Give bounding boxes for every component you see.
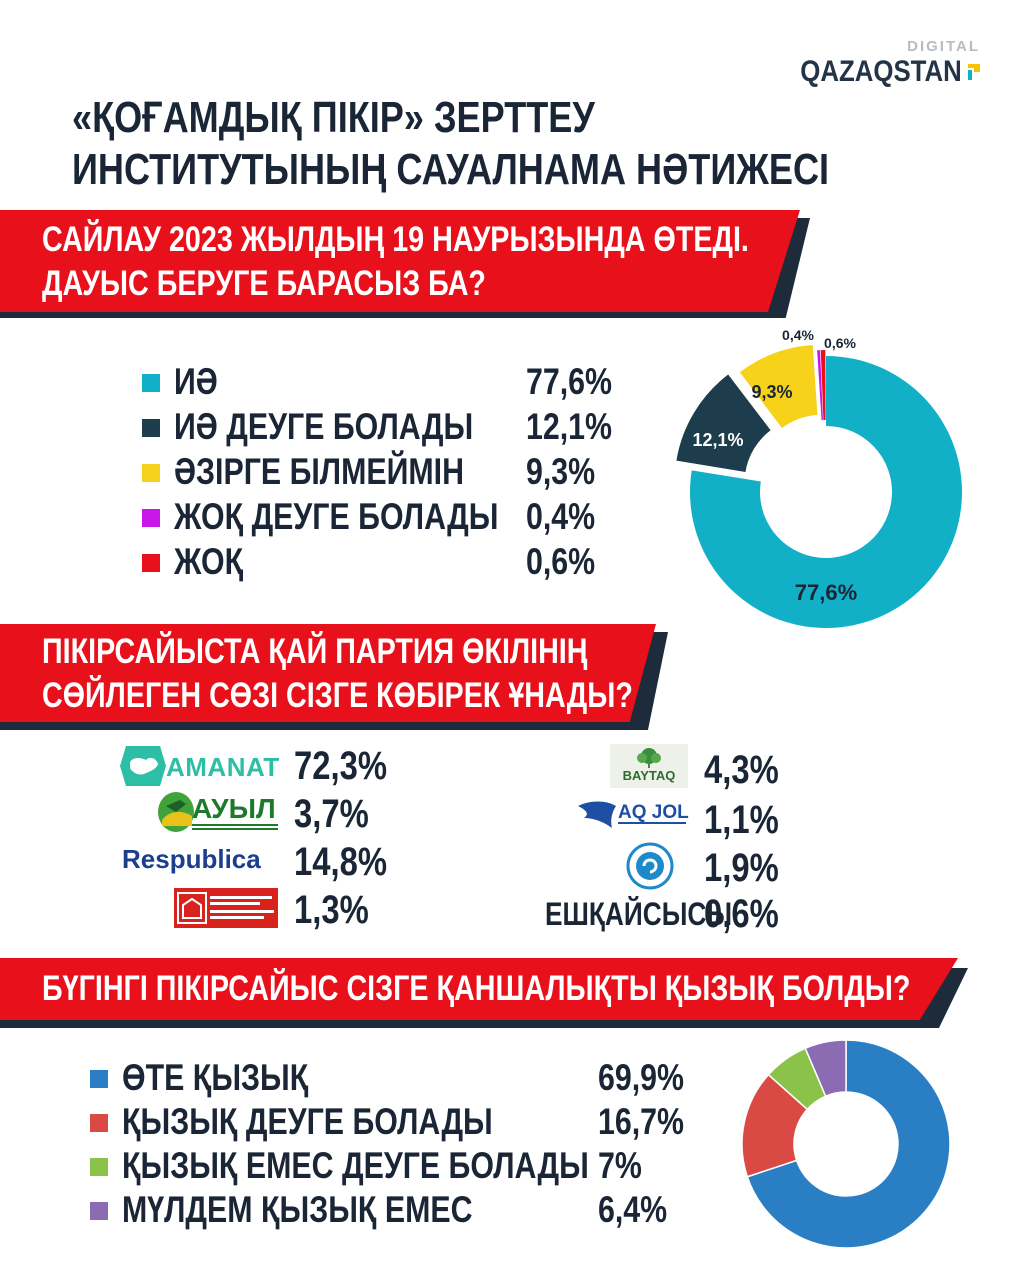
party-value: 72,3% bbox=[294, 744, 388, 788]
baytaq-logo: BAYTAQ bbox=[610, 744, 688, 788]
legend-value: 16,7% bbox=[598, 1101, 685, 1142]
q2-banner: ПІКІРСАЙЫСТА ҚАЙ ПАРТИЯ ӨКІЛІНІҢ СӨЙЛЕГЕ… bbox=[0, 624, 656, 722]
legend-swatch bbox=[142, 464, 160, 482]
legend-swatch bbox=[90, 1202, 108, 1220]
respublica-logo: Respublica bbox=[122, 844, 261, 874]
legend-swatch bbox=[90, 1114, 108, 1132]
q1-slice-label: 0,4% bbox=[782, 327, 814, 343]
q3-donut-slice bbox=[746, 1039, 951, 1249]
amanat-map-icon bbox=[120, 746, 166, 786]
brand-digital-label: DIGITAL bbox=[907, 38, 980, 55]
brand-name: QAZAQSTAN bbox=[800, 55, 962, 88]
legend-value: 12,1% bbox=[526, 406, 613, 447]
legend-label: ӨТЕ ҚЫЗЫҚ bbox=[122, 1057, 309, 1098]
party-value: 0,6% bbox=[704, 892, 779, 936]
aq-jol-logo: AQ JOL bbox=[576, 798, 690, 834]
q1-question-line1: САЙЛАУ 2023 ЖЫЛДЫҢ 19 НАУРЫЗЫНДА ӨТЕДІ. bbox=[42, 220, 749, 259]
q1-question-line2: ДАУЫС БЕРУГЕ БАРАСЫЗ БА? bbox=[42, 264, 486, 303]
legend-value: 9,3% bbox=[526, 451, 596, 492]
q3-banner: БҮГІНГІ ПІКІРСАЙЫС СІЗГЕ ҚАНШАЛЫҚТЫ ҚЫЗЫ… bbox=[0, 958, 958, 1020]
legend-swatch bbox=[90, 1070, 108, 1088]
legend-label: ИӘ ДЕУГЕ БОЛАДЫ bbox=[174, 406, 474, 447]
ndp-logo bbox=[626, 842, 674, 890]
legend-label: ҚЫЗЫҚ ДЕУГЕ БОЛАДЫ bbox=[122, 1101, 493, 1142]
svg-text:AQ JOL: AQ JOL bbox=[618, 802, 689, 823]
q3-question-line1: БҮГІНГІ ПІКІРСАЙЫС СІЗГЕ ҚАНШАЛЫҚТЫ ҚЫЗЫ… bbox=[42, 969, 911, 1008]
q3-donut-chart bbox=[741, 1039, 951, 1249]
party-value: 1,1% bbox=[704, 798, 779, 842]
legend-value: 6,4% bbox=[598, 1189, 668, 1230]
legend-swatch bbox=[142, 419, 160, 437]
legend-swatch bbox=[142, 374, 160, 392]
legend-label: МҮЛДЕМ ҚЫЗЫҚ ЕМЕС bbox=[122, 1189, 473, 1230]
legend-swatch bbox=[142, 509, 160, 527]
q1-donut-chart: 77,6% 12,1% 9,3% 0,4% 0,6% bbox=[676, 327, 962, 628]
q2-question-line2: СӨЙЛЕГЕН СӨЗІ СІЗГЕ КӨБІРЕК ҰНАДЫ? bbox=[42, 676, 633, 715]
legend-swatch bbox=[142, 554, 160, 572]
party-value: 3,7% bbox=[294, 792, 369, 836]
legend-value: 69,9% bbox=[598, 1057, 685, 1098]
legend-value: 7% bbox=[598, 1145, 642, 1186]
q1-donut-slice bbox=[817, 350, 823, 421]
q1-donut-slice bbox=[690, 356, 962, 628]
page-title: «ҚОҒАМДЫҚ ПІКІР» ЗЕРТТЕУ ИНСТИТУТЫНЫҢ СА… bbox=[72, 93, 830, 194]
q1-banner: САЙЛАУ 2023 ЖЫЛДЫҢ 19 НАУРЫЗЫНДА ӨТЕДІ. … bbox=[0, 210, 800, 312]
q1-donut-slice bbox=[676, 374, 771, 472]
legend-value: 0,4% bbox=[526, 496, 596, 537]
q1-slice-label: 12,1% bbox=[692, 430, 743, 450]
amanat-wordmark: AMANAT bbox=[166, 752, 280, 782]
q1-donut-slice bbox=[739, 345, 818, 429]
no-party-label: ЕШҚАЙСЫСЫ bbox=[545, 896, 733, 932]
party-value: 14,8% bbox=[294, 840, 388, 884]
halyq-partiyasy-logo bbox=[174, 888, 278, 928]
q1-donut-slice bbox=[820, 350, 826, 421]
q1-slice-label: 0,6% bbox=[824, 335, 856, 351]
legend-value: 0,6% bbox=[526, 541, 596, 582]
svg-text:АУЫЛ: АУЫЛ bbox=[192, 793, 276, 824]
party-value: 4,3% bbox=[704, 748, 779, 792]
q2-question-line1: ПІКІРСАЙЫСТА ҚАЙ ПАРТИЯ ӨКІЛІНІҢ bbox=[42, 632, 588, 671]
legend-label: ИӘ bbox=[174, 361, 218, 402]
q1-slice-label: 77,6% bbox=[795, 580, 857, 605]
auyl-logo: АУЫЛ bbox=[156, 786, 282, 836]
svg-text:BAYTAQ: BAYTAQ bbox=[623, 768, 676, 783]
legend-label: ҚЫЗЫҚ ЕМЕС ДЕУГЕ БОЛАДЫ bbox=[122, 1145, 589, 1186]
brand-flag-icon bbox=[968, 64, 980, 80]
legend-label: ӘЗІРГЕ БІЛМЕЙМІН bbox=[174, 451, 465, 492]
legend-label: ЖОҚ bbox=[174, 541, 244, 582]
q1-slice-label: 9,3% bbox=[751, 382, 792, 402]
party-value: 1,9% bbox=[704, 846, 779, 890]
legend-label: ЖОҚ ДЕУГЕ БОЛАДЫ bbox=[174, 496, 499, 537]
amanat-logo: AMANAT bbox=[118, 744, 280, 788]
party-value: 1,3% bbox=[294, 888, 369, 932]
q3-donut-slice bbox=[804, 1039, 847, 1098]
legend-swatch bbox=[90, 1158, 108, 1176]
legend-value: 77,6% bbox=[526, 361, 613, 402]
